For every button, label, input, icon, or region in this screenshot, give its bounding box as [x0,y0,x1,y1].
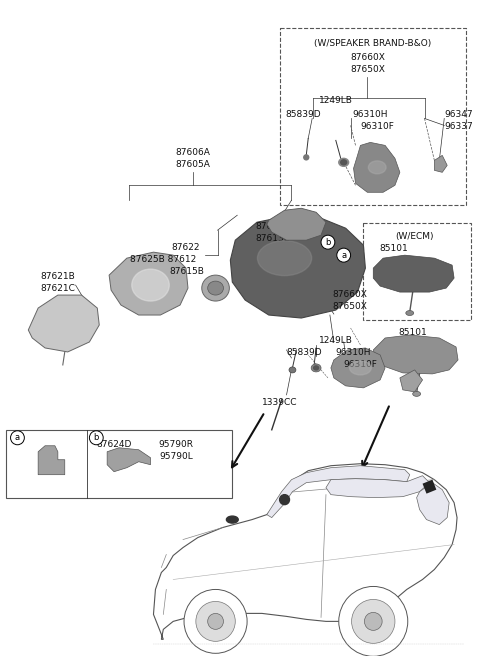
Circle shape [184,589,247,653]
Text: 1339CC: 1339CC [262,398,298,407]
Polygon shape [230,215,365,318]
Text: (W/ECM): (W/ECM) [396,232,434,241]
Text: 87650X: 87650X [350,64,385,74]
Text: 96347: 96347 [444,110,473,120]
Polygon shape [109,252,188,315]
Text: 85101: 85101 [380,244,408,253]
Ellipse shape [257,240,312,276]
Polygon shape [373,255,454,292]
Circle shape [364,612,382,630]
Ellipse shape [413,392,420,396]
Ellipse shape [289,367,296,373]
Bar [6,430,232,497]
Text: 87622: 87622 [171,243,200,252]
Text: 96310F: 96310F [360,122,395,131]
Polygon shape [267,208,326,240]
Text: 87660X: 87660X [333,290,368,299]
Polygon shape [326,476,430,497]
Text: a: a [341,251,346,260]
Text: 85839D: 85839D [287,348,322,357]
Text: 96310H: 96310H [353,110,388,120]
Circle shape [321,235,335,249]
Circle shape [280,495,289,505]
Polygon shape [107,448,151,472]
Polygon shape [28,295,99,352]
Circle shape [196,601,235,641]
Text: a: a [15,433,20,442]
Ellipse shape [339,158,348,166]
Polygon shape [354,143,400,193]
Polygon shape [331,348,385,388]
Polygon shape [422,480,436,493]
Text: 87660X: 87660X [350,53,385,62]
Text: 87621B: 87621B [40,272,75,281]
Text: 96310F: 96310F [344,360,378,369]
Polygon shape [267,466,410,518]
Bar [363,223,471,320]
Bar [280,28,466,205]
Text: 87606A: 87606A [176,148,210,158]
Text: 87605A: 87605A [176,160,210,170]
Text: 87650X: 87650X [333,302,368,311]
Text: 1249LB: 1249LB [319,97,353,106]
Circle shape [89,431,103,445]
Text: (W/SPEAKER BRAND-B&O): (W/SPEAKER BRAND-B&O) [313,39,431,47]
Text: 87624D: 87624D [96,440,132,449]
Circle shape [208,614,224,629]
Text: 85839D: 85839D [286,110,321,120]
Polygon shape [38,445,65,475]
Text: 85101: 85101 [398,328,427,337]
Polygon shape [373,335,458,374]
Ellipse shape [349,361,372,375]
Circle shape [351,599,395,643]
Polygon shape [434,155,447,172]
Ellipse shape [341,160,347,165]
Circle shape [339,587,408,656]
Text: 87615B: 87615B [170,267,205,276]
Text: 87621C: 87621C [40,284,75,293]
Text: b: b [325,238,331,246]
Ellipse shape [313,366,319,370]
Polygon shape [400,370,422,392]
Ellipse shape [132,269,169,301]
Polygon shape [417,483,449,524]
Ellipse shape [304,155,309,160]
Text: 1249LB: 1249LB [319,336,353,345]
Polygon shape [154,464,457,639]
Text: 96337: 96337 [444,122,473,131]
Text: 87614L: 87614L [255,222,288,231]
Text: 95790R: 95790R [158,440,193,449]
Text: 95790L: 95790L [159,452,193,461]
Ellipse shape [406,311,414,315]
Ellipse shape [227,516,238,523]
Ellipse shape [208,281,224,295]
Text: 87625B 87612: 87625B 87612 [130,255,196,264]
Text: b: b [94,433,99,442]
Circle shape [337,248,350,262]
Ellipse shape [368,161,386,174]
Text: 87613L: 87613L [255,234,289,243]
Circle shape [11,431,24,445]
Ellipse shape [311,364,321,372]
Text: 96310H: 96310H [336,348,372,357]
Ellipse shape [202,275,229,301]
